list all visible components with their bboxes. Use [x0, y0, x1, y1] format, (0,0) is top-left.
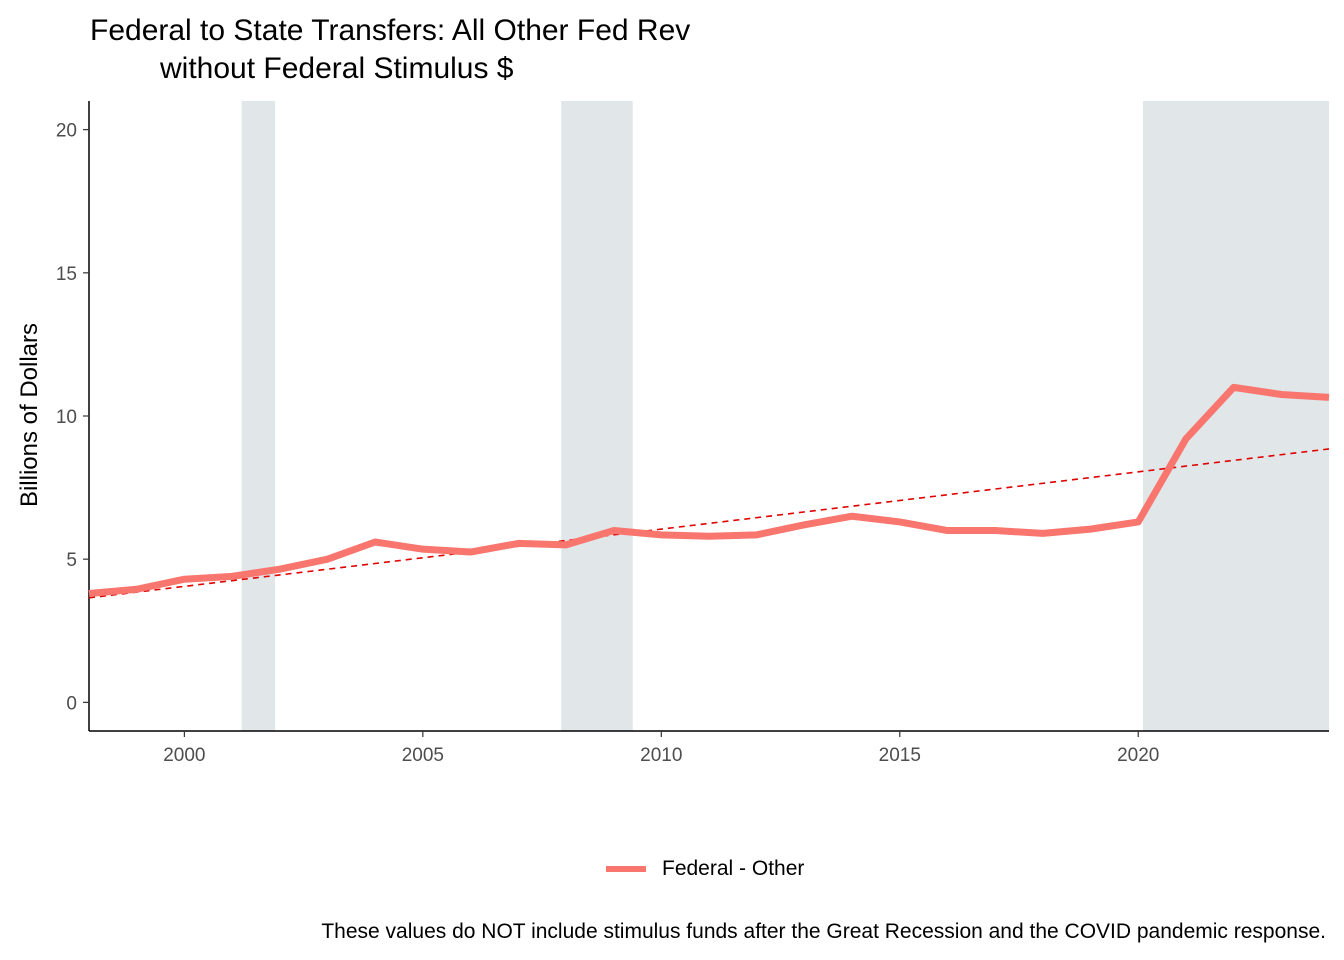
recession-band-3 — [1143, 101, 1329, 731]
y-tick-label-5: 5 — [66, 550, 77, 571]
legend-key-federal-other — [606, 866, 646, 872]
y-tick-label-15: 15 — [56, 264, 77, 285]
x-tick-label-2010: 2010 — [640, 745, 682, 766]
legend-label: Federal - Other — [662, 857, 805, 880]
recession-bands — [241, 101, 1329, 731]
series-layer — [88, 383, 1330, 598]
x-tick-label-2005: 2005 — [402, 745, 444, 766]
x-tick-label-2020: 2020 — [1117, 745, 1159, 766]
chart-title-line-1: Federal to State Transfers: All Other Fe… — [90, 14, 691, 47]
chart-title: Federal to State Transfers: All Other Fe… — [90, 12, 690, 88]
axes: 0 5 10 15 20 2000 2005 2010 2015 2020 — [56, 101, 1329, 766]
y-tick-label-10: 10 — [56, 407, 77, 428]
chart-title-line-2: without Federal Stimulus $ — [160, 52, 514, 85]
recession-band-2 — [561, 101, 633, 731]
chart-caption: These values do NOT include stimulus fun… — [321, 920, 1326, 943]
y-tick-label-20: 20 — [56, 121, 77, 142]
x-tick-label-2000: 2000 — [163, 745, 205, 766]
x-tick-label-2015: 2015 — [879, 745, 921, 766]
y-tick-label-0: 0 — [66, 693, 77, 714]
legend: Federal - Other — [606, 857, 804, 881]
recession-band-1 — [241, 101, 275, 731]
